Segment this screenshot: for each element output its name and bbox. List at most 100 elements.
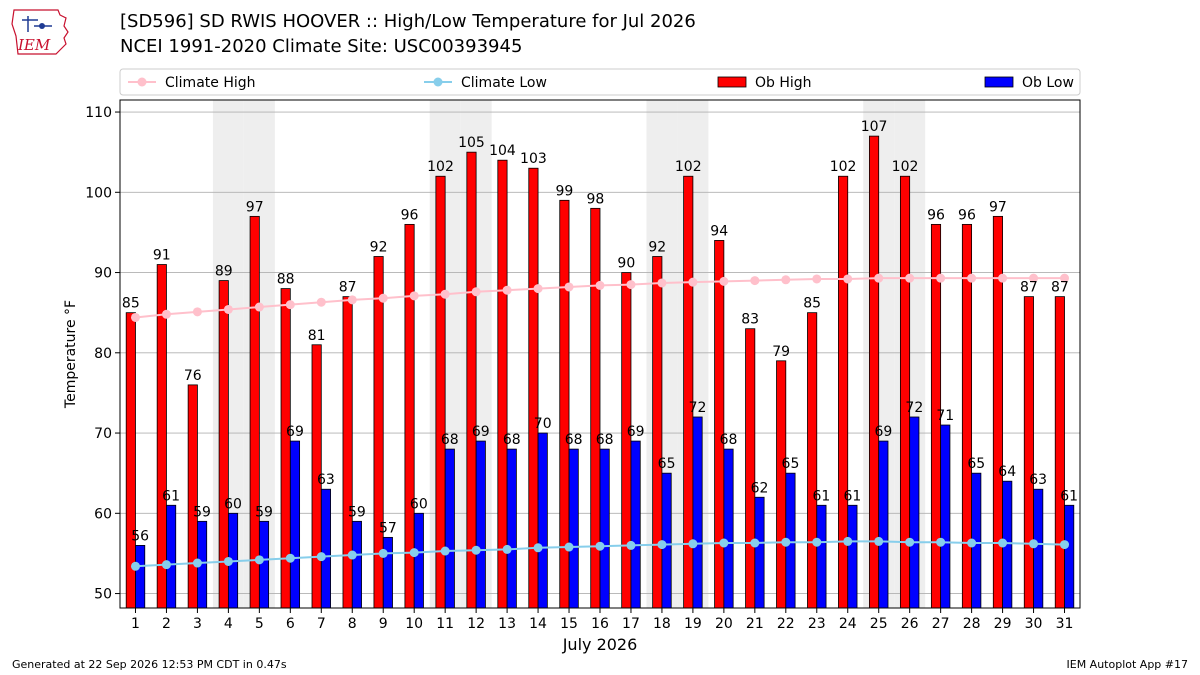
climate-low-point-28 [967, 538, 977, 548]
data-labels: 8591768997888187929610210510410399989092… [122, 119, 1078, 544]
ob-low-bar-11 [444, 448, 455, 609]
ob-high-label-31: 87 [1051, 280, 1069, 296]
climate-high-point-7 [316, 297, 326, 307]
ob-high-bar-20 [714, 240, 725, 609]
legend-box [119, 68, 1081, 96]
x-tick-label-15: 15 [560, 616, 578, 632]
climate-high-point-8 [347, 295, 357, 305]
ob-low-label-17: 69 [627, 424, 645, 440]
climate-low-point-9 [378, 548, 388, 558]
ob-low-label-8: 59 [348, 504, 366, 520]
climate-low-point-25 [874, 536, 884, 546]
climate-high-point-10 [409, 291, 419, 301]
climate-high-point-30 [1029, 273, 1039, 283]
ob-low-label-28: 65 [967, 456, 985, 472]
ob-low-label-16: 68 [596, 432, 614, 448]
climate-low-point-1 [130, 561, 140, 571]
ob-low-label-7: 63 [317, 472, 335, 488]
legend-swatch-ob-low [984, 76, 1014, 88]
climate-high-point-6 [285, 300, 295, 310]
ob-low-label-20: 68 [720, 432, 738, 448]
climate-low-point-3 [192, 558, 202, 568]
ob-low-bar-5 [258, 520, 270, 609]
autoplot-note: IEM Autoplot App #17 [1066, 658, 1189, 671]
x-tick-label-1: 1 [131, 616, 140, 632]
ob-high-label-10: 96 [401, 207, 419, 223]
climate-low-point-13 [502, 544, 512, 554]
x-tick-label-18: 18 [653, 616, 671, 632]
ob-low-bar-21 [754, 496, 765, 609]
ob-low-bar-7 [320, 488, 331, 609]
climate-low-point-12 [471, 545, 481, 555]
climate-high-point-3 [192, 307, 202, 317]
x-axis-label: July 2026 [562, 635, 638, 654]
ob-low-label-27: 71 [936, 408, 954, 424]
y-tick-label-80: 80 [94, 346, 112, 362]
ob-low-label-9: 57 [379, 520, 397, 536]
x-tick-label-29: 29 [994, 616, 1012, 632]
ob-high-label-25: 107 [861, 119, 888, 135]
climate-high-point-20 [719, 276, 729, 286]
chart-subtitle: NCEI 1991-2020 Climate Site: USC00393945 [120, 36, 523, 57]
climate-high-point-25 [874, 273, 884, 283]
climate-high-point-12 [471, 287, 481, 297]
climate-low-point-22 [781, 537, 791, 547]
ob-high-label-2: 91 [153, 248, 171, 264]
iem-logo-text: IEM [17, 36, 51, 54]
x-tick-label-7: 7 [317, 616, 326, 632]
climate-low-point-10 [409, 548, 419, 558]
x-tick-label-11: 11 [436, 616, 454, 632]
ob-low-label-10: 60 [410, 496, 428, 512]
climate-low-point-7 [316, 552, 326, 562]
x-tick-label-6: 6 [286, 616, 295, 632]
ob-high-bar-18 [652, 256, 663, 609]
generated-note: Generated at 22 Sep 2026 12:53 PM CDT in… [12, 658, 287, 671]
ob-high-bar-31 [1054, 296, 1065, 609]
ob-low-bar-6 [289, 440, 301, 609]
y-tick-label-100: 100 [85, 185, 112, 201]
x-tick-label-30: 30 [1025, 616, 1043, 632]
climate-low-point-5 [254, 555, 264, 565]
y-tick-label-70: 70 [94, 426, 112, 442]
x-tick-label-25: 25 [870, 616, 888, 632]
climate-high-point-22 [781, 275, 791, 285]
y-tick-label-90: 90 [94, 266, 112, 282]
ob-low-label-23: 61 [813, 488, 831, 504]
iem-logo: IEM [11, 9, 69, 55]
ob-low-label-18: 65 [658, 456, 676, 472]
ob-low-label-6: 69 [286, 424, 304, 440]
ob-high-bar-3 [187, 384, 198, 609]
climate-high-point-9 [378, 293, 388, 303]
ob-high-bar-30 [1023, 296, 1034, 609]
ob-low-bar-14 [537, 432, 548, 609]
x-tick-label-28: 28 [963, 616, 981, 632]
ob-high-bar-12 [466, 151, 477, 609]
x-tick-label-4: 4 [224, 616, 233, 632]
climate-high-point-19 [688, 277, 698, 287]
ob-low-bar-12 [475, 440, 486, 609]
climate-low-point-23 [812, 537, 822, 547]
ob-low-bar-24 [847, 504, 858, 609]
x-tick-label-22: 22 [777, 616, 795, 632]
ob-high-label-30: 87 [1020, 280, 1038, 296]
climate-high-point-27 [936, 273, 946, 283]
ob-low-label-12: 69 [472, 424, 490, 440]
climate-high-point-13 [502, 285, 512, 295]
climate-low-point-26 [905, 537, 915, 547]
ob-high-label-6: 88 [277, 272, 295, 288]
climate-low-point-14 [533, 543, 543, 553]
climate-high-point-17 [626, 280, 636, 290]
ob-low-label-26: 72 [905, 400, 923, 416]
x-tick-label-13: 13 [498, 616, 516, 632]
climate-low-point-30 [1029, 539, 1039, 549]
x-tick-label-20: 20 [715, 616, 733, 632]
x-tick-label-17: 17 [622, 616, 640, 632]
climate-high-point-1 [130, 312, 140, 322]
y-axis-label: Temperature °F [63, 300, 79, 409]
ob-low-bar-8 [351, 520, 362, 609]
ob-low-label-3: 59 [193, 504, 211, 520]
ob-high-label-21: 83 [741, 312, 759, 328]
ob-low-bar-19 [692, 416, 703, 609]
legend-marker-climate-low [433, 77, 443, 87]
